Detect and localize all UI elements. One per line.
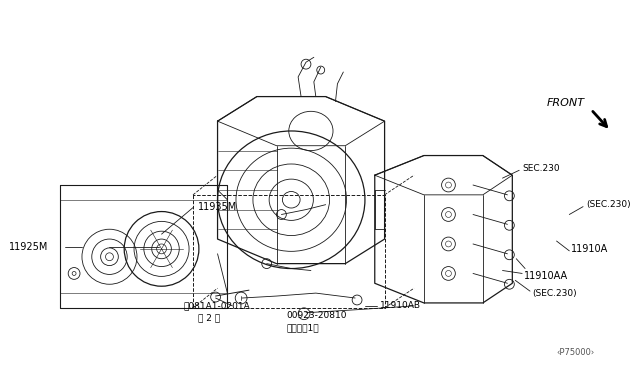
Text: 00923-20810: 00923-20810	[286, 311, 347, 320]
Text: 11910A: 11910A	[572, 244, 609, 254]
Text: (SEC.230): (SEC.230)	[586, 200, 630, 209]
Text: リング　1）: リング 1）	[286, 323, 319, 332]
Text: SEC.230: SEC.230	[522, 164, 560, 173]
Text: 11935M: 11935M	[198, 202, 237, 212]
Text: (SEC.230): (SEC.230)	[532, 289, 577, 298]
Text: 11910AA: 11910AA	[524, 272, 568, 281]
Text: FRONT: FRONT	[547, 99, 585, 109]
Text: Ⓐ081A1-0201A: Ⓐ081A1-0201A	[183, 301, 250, 310]
Text: 〈 2 〉: 〈 2 〉	[198, 313, 220, 322]
Text: ‹P75000›: ‹P75000›	[557, 347, 595, 356]
Text: 11925M: 11925M	[9, 242, 49, 252]
Text: 11910AB: 11910AB	[380, 301, 420, 310]
